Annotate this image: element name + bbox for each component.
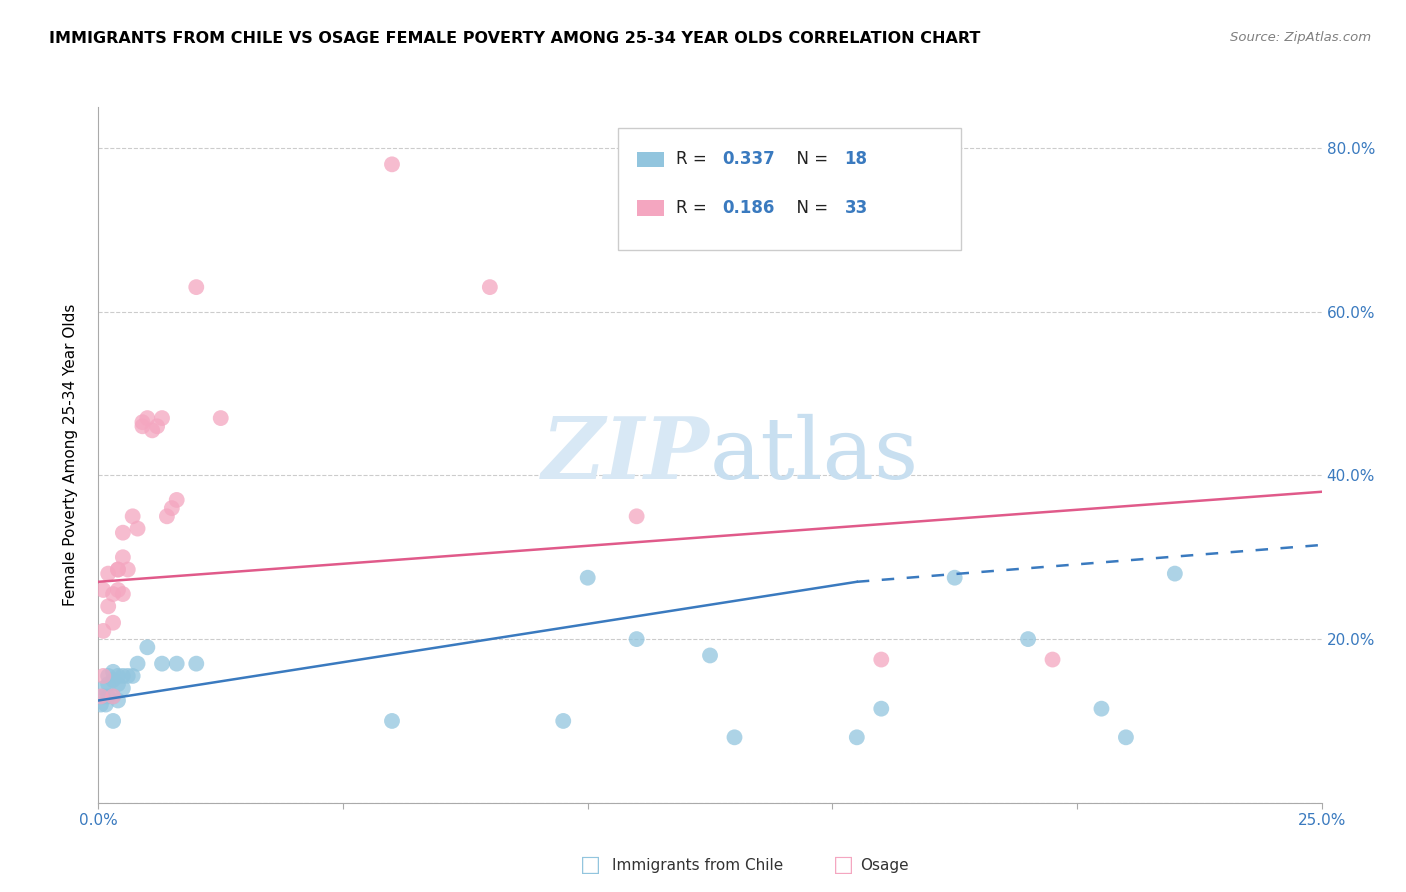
Text: 18: 18: [845, 150, 868, 169]
Text: atlas: atlas: [710, 413, 920, 497]
Point: [91, 669, 114, 683]
Point: [136, 411, 159, 425]
Point: [97, 599, 120, 614]
Text: 0.186: 0.186: [723, 199, 775, 217]
Point: [111, 587, 134, 601]
Point: [870, 652, 893, 666]
Point: [107, 562, 129, 576]
Point: [97, 566, 120, 581]
Text: R =: R =: [676, 150, 711, 169]
Point: [845, 731, 868, 745]
Point: [101, 690, 124, 704]
Text: N =: N =: [786, 150, 834, 169]
Point: [131, 419, 153, 434]
Point: [166, 492, 188, 507]
Point: [91, 624, 114, 638]
Point: [90, 690, 112, 704]
Point: [111, 525, 134, 540]
Point: [943, 571, 966, 585]
Point: [121, 509, 143, 524]
Point: [111, 550, 134, 565]
Point: [209, 411, 232, 425]
Point: [1042, 652, 1064, 666]
Point: [107, 677, 129, 691]
Point: [121, 669, 143, 683]
Point: [626, 509, 648, 524]
Point: [150, 411, 173, 425]
Point: [101, 714, 124, 728]
Point: [699, 648, 721, 663]
Point: [117, 562, 139, 576]
Point: [1090, 701, 1112, 715]
Point: [478, 280, 501, 294]
Text: R =: R =: [676, 199, 711, 217]
Text: □: □: [581, 855, 600, 875]
Point: [107, 582, 129, 597]
Point: [91, 690, 114, 704]
Point: [127, 657, 149, 671]
Point: [576, 571, 599, 585]
Text: ZIP: ZIP: [543, 413, 710, 497]
Point: [90, 698, 112, 712]
Text: 33: 33: [845, 199, 868, 217]
Point: [1017, 632, 1039, 646]
Point: [186, 657, 208, 671]
Point: [553, 714, 575, 728]
FancyBboxPatch shape: [637, 152, 664, 167]
Point: [1115, 731, 1137, 745]
Point: [107, 669, 129, 683]
Point: [117, 669, 139, 683]
Point: [381, 714, 404, 728]
Point: [150, 657, 173, 671]
Point: [186, 280, 208, 294]
Point: [131, 415, 153, 429]
Point: [870, 701, 893, 715]
Text: 0.337: 0.337: [723, 150, 775, 169]
Y-axis label: Female Poverty Among 25-34 Year Olds: Female Poverty Among 25-34 Year Olds: [63, 304, 77, 606]
Point: [101, 587, 124, 601]
Point: [1164, 566, 1187, 581]
Point: [136, 640, 159, 655]
Point: [141, 423, 163, 437]
Point: [101, 665, 124, 679]
Point: [91, 582, 114, 597]
Text: Immigrants from Chile: Immigrants from Chile: [612, 858, 783, 872]
Point: [94, 698, 117, 712]
Point: [91, 681, 114, 696]
Point: [107, 562, 129, 576]
FancyBboxPatch shape: [637, 201, 664, 216]
Point: [723, 731, 745, 745]
Point: [127, 522, 149, 536]
Point: [97, 690, 120, 704]
Point: [101, 690, 124, 704]
Point: [101, 615, 124, 630]
Point: [166, 657, 188, 671]
Point: [626, 632, 648, 646]
Point: [101, 673, 124, 687]
Point: [107, 693, 129, 707]
Point: [381, 157, 404, 171]
Point: [111, 669, 134, 683]
Text: Osage: Osage: [860, 858, 910, 872]
Text: N =: N =: [786, 199, 834, 217]
Point: [97, 669, 120, 683]
Text: IMMIGRANTS FROM CHILE VS OSAGE FEMALE POVERTY AMONG 25-34 YEAR OLDS CORRELATION : IMMIGRANTS FROM CHILE VS OSAGE FEMALE PO…: [49, 31, 980, 46]
Point: [160, 501, 183, 516]
Point: [146, 419, 169, 434]
Point: [97, 677, 120, 691]
Text: Source: ZipAtlas.com: Source: ZipAtlas.com: [1230, 31, 1371, 45]
Point: [111, 681, 134, 696]
Point: [156, 509, 179, 524]
Text: □: □: [834, 855, 853, 875]
FancyBboxPatch shape: [619, 128, 960, 250]
